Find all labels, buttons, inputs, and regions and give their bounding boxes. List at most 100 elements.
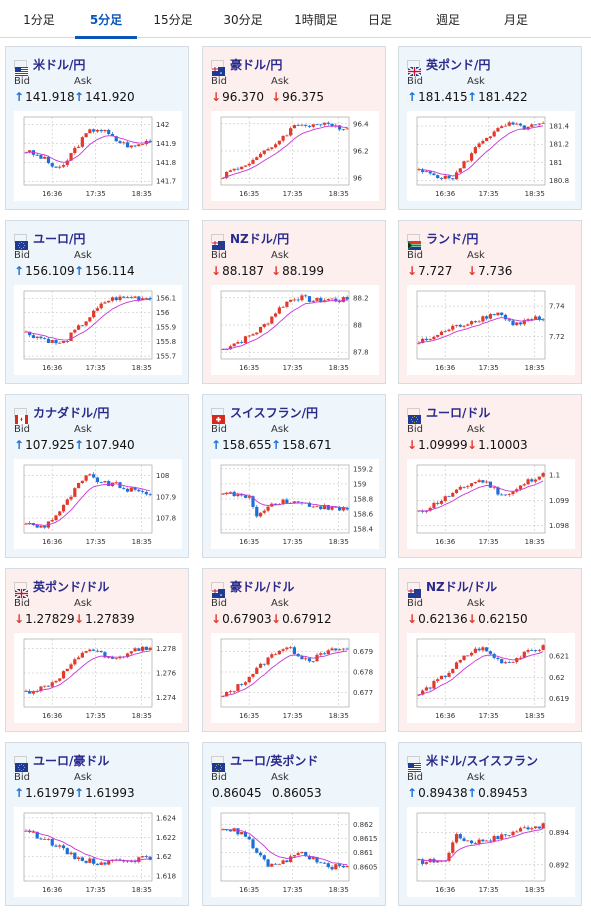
tab-weekly[interactable]: 週足 (435, 13, 460, 27)
currency-card[interactable]: カナダドル/円 Bid Ask ↑107.925 ↑107.940 108 107.9 107… (5, 394, 189, 558)
candle-body (54, 166, 58, 168)
candle-body (65, 499, 69, 505)
pair-name[interactable]: ユーロ/英ポンド (230, 753, 319, 768)
pair-name[interactable]: カナダドル/円 (33, 405, 110, 420)
candle-body (35, 525, 39, 528)
chart-box[interactable]: 0.621 0.62 0.619 16:36 17:35 18:35 (407, 633, 575, 723)
candle-body (266, 657, 270, 665)
tab-15min[interactable]: 15分足 (153, 13, 193, 27)
down-arrow-icon: ↓ (467, 264, 478, 278)
candle-body (92, 129, 96, 132)
candle-body (140, 298, 145, 301)
currency-card[interactable]: ユーロ/ドル Bid Ask ↓1.09999 ↓1.10003 1.1 1.099 1.09… (398, 394, 582, 558)
pair-name[interactable]: 豪ドル/ドル (230, 579, 295, 594)
currency-card[interactable]: NZドル/ドル Bid Ask ↓0.62136 ↓0.62150 0.621 0.62 0.… (398, 568, 582, 732)
up-arrow-icon: ↑ (467, 786, 478, 800)
candle-body (417, 342, 421, 344)
tab-1min[interactable]: 1分足 (23, 13, 55, 27)
candle-body (307, 502, 312, 507)
currency-card[interactable]: 米ドル/円 Bid Ask ↑141.918 ↑141.920 142 141.9 141.8… (5, 46, 189, 210)
pair-name[interactable]: ランド/円 (426, 231, 479, 246)
pair-name[interactable]: NZドル/ドル (426, 579, 498, 594)
candle-body (277, 140, 281, 145)
currency-card[interactable]: 豪ドル/円 Bid Ask ↓96.370 ↓96.375 96.4 96.2 96 16:35… (202, 46, 386, 210)
bid-price: 1.27829 (25, 612, 75, 626)
y-tick-label: 1.624 (156, 814, 177, 822)
currency-card[interactable]: ランド/円 Bid Ask ↓7.727 ↓7.736 7.74 7.72 16:36 17:3… (398, 220, 582, 384)
price-chart: 1.624 1.622 1.62 1.618 16:36 17:35 18:35 (23, 812, 177, 894)
pair-name[interactable]: 米ドル/円 (33, 57, 86, 72)
pair-name[interactable]: 豪ドル/円 (230, 57, 283, 72)
x-tick-label: 18:35 (329, 886, 349, 894)
y-tick-label: 0.621 (549, 653, 569, 661)
currency-card[interactable]: ユーロ/豪ドル Bid Ask ↑1.61979 ↑1.61993 1.624 1.622 1… (5, 742, 189, 906)
candle-body (103, 302, 107, 304)
tab-1hour[interactable]: 1時間足 (294, 13, 338, 27)
candle-body (39, 154, 43, 159)
candle-body (315, 298, 319, 301)
ask-value: ↓1.27839 (74, 612, 135, 626)
candle-body (322, 862, 327, 864)
pair-name[interactable]: 英ポンド/ドル (33, 579, 110, 594)
candle-body (277, 307, 281, 314)
tab-daily[interactable]: 日足 (367, 13, 392, 27)
chart-box[interactable]: 156.1 156 155.9 155.8 155.7 16:36 17:35 18:35 (14, 285, 182, 375)
nz-flag-icon (211, 233, 225, 250)
chart-box[interactable]: 96.4 96.2 96 16:35 17:35 18:35 (211, 111, 379, 201)
currency-card[interactable]: NZドル/円 Bid Ask ↓88.187 ↓88.199 88.2 88 87.8 16:3… (202, 220, 386, 384)
chart-box[interactable]: 0.894 0.892 16:36 17:35 18:35 (407, 807, 575, 897)
candle-body (133, 487, 137, 490)
currency-card[interactable]: 英ポンド/ドル Bid Ask ↓1.27829 ↓1.27839 1.278 1.276 1… (5, 568, 189, 732)
tab-5min[interactable]: 5分足 (75, 0, 137, 39)
chart-box[interactable]: 7.74 7.72 16:36 17:35 18:35 (407, 285, 575, 375)
chart-box[interactable]: 88.2 88 87.8 16:35 17:35 18:35 (211, 285, 379, 375)
pair-name[interactable]: NZドル/円 (230, 231, 290, 246)
candle-body (436, 502, 440, 504)
candle-body (266, 506, 270, 511)
price-chart: 88.2 88 87.8 16:35 17:35 18:35 (220, 290, 369, 372)
candle-body (492, 487, 496, 489)
candle-body (341, 648, 345, 650)
bid-value: ↓0.67903 (211, 612, 272, 626)
chart-box[interactable]: 1.1 1.099 1.098 16:36 17:35 18:35 (407, 459, 575, 549)
chart-box[interactable]: 181.4 181.2 181 180.8 16:36 17:35 18:35 (407, 111, 575, 201)
y-tick-label: 142 (156, 121, 169, 129)
candle-body (107, 657, 111, 658)
currency-card[interactable]: ユーロ/円 Bid Ask ↑156.109 ↑156.114 156.1 156 155.9… (5, 220, 189, 384)
chart-box[interactable]: 0.679 0.678 0.677 16:35 17:35 18:35 (211, 633, 379, 723)
chart-box[interactable]: 1.624 1.622 1.62 1.618 16:36 17:35 18:35 (14, 807, 182, 897)
candle-body (307, 125, 312, 127)
candle-body (439, 500, 444, 504)
candle-body (507, 494, 511, 495)
tab-30min[interactable]: 30分足 (223, 13, 263, 27)
currency-card[interactable]: 米ドル/スイスフラン Bid Ask ↑0.89438 ↑0.89453 0.894 0.8… (398, 742, 582, 906)
y-tick-label: 7.72 (549, 333, 565, 341)
pair-name[interactable]: 英ポンド/円 (426, 57, 491, 72)
candle-body (92, 310, 96, 318)
bid-value: ↓96.370 (211, 90, 264, 104)
chart-plot-area (23, 290, 153, 360)
tab-monthly[interactable]: 月足 (503, 13, 528, 27)
currency-card[interactable]: スイスフラン/円 Bid Ask ↑158.655 ↑158.671 159.2 159 15… (202, 394, 386, 558)
y-tick-label: 141.8 (156, 159, 176, 167)
chart-box[interactable]: 108 107.9 107.8 16:36 17:35 18:35 (14, 459, 182, 549)
chart-box[interactable]: 142 141.9 141.8 141.7 16:36 17:35 18:35 (14, 111, 182, 201)
pair-name[interactable]: ユーロ/ドル (426, 405, 491, 420)
candle-body (76, 325, 81, 330)
pair-name[interactable]: 米ドル/スイスフラン (426, 753, 539, 768)
candle-body (432, 680, 436, 689)
pair-name[interactable]: ユーロ/豪ドル (33, 753, 110, 768)
x-tick-label: 16:35 (239, 190, 259, 198)
chart-box[interactable]: 0.862 0.8615 0.861 0.8605 16:35 17:35 18:35 (211, 807, 379, 897)
pair-name[interactable]: ユーロ/円 (33, 231, 86, 246)
currency-card[interactable]: 豪ドル/ドル Bid Ask ↓0.67903 ↓0.67912 0.679 0.678 0.… (202, 568, 386, 732)
x-tick-label: 18:35 (329, 712, 349, 720)
candle-body (424, 687, 429, 691)
pair-name[interactable]: スイスフラン/円 (230, 405, 319, 420)
currency-card[interactable]: 英ポンド/円 Bid Ask ↑181.415 ↑181.422 181.4 181.2 18… (398, 46, 582, 210)
chart-box[interactable]: 159.2 159 158.8 158.6 158.4 16:35 17:35 18:35 (211, 459, 379, 549)
y-tick-label: 1.099 (549, 497, 569, 505)
chart-box[interactable]: 1.278 1.276 1.274 16:36 17:35 18:35 (14, 633, 182, 723)
candle-body (137, 648, 141, 651)
currency-card[interactable]: ユーロ/英ポンド Bid Ask 0.86045 0.86053 0.862 0.8615 0… (202, 742, 386, 906)
